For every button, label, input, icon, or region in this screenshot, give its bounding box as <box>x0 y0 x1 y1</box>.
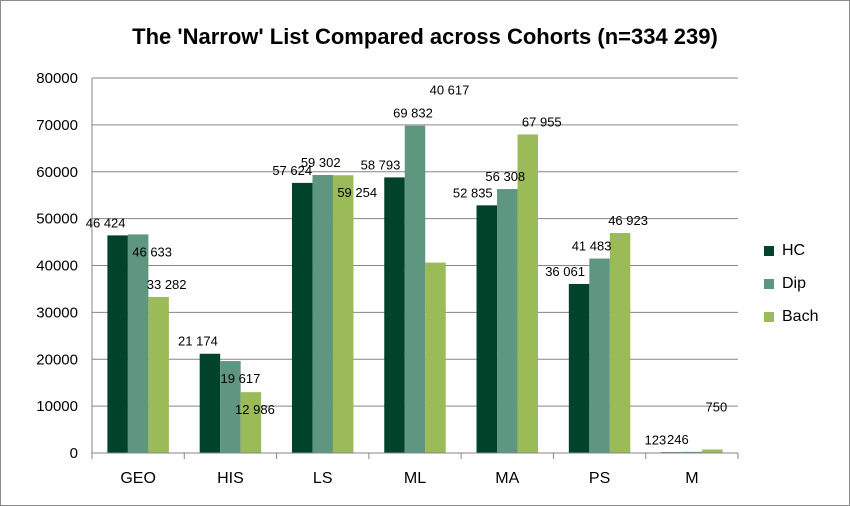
data-label-hc-ml: 58 793 <box>361 157 401 172</box>
data-label-bach-ps: 46 923 <box>608 213 648 228</box>
chart-title: The 'Narrow' List Compared across Cohort… <box>132 24 718 49</box>
data-label-dip-ps: 41 483 <box>572 239 612 254</box>
legend-label-bach: Bach <box>782 307 819 325</box>
axes <box>91 78 739 459</box>
y-axis-ticks: 0 10000 20000 30000 40000 50000 60000 70000 8000… <box>36 70 78 462</box>
x-category-label: MA <box>495 470 519 487</box>
y-tick-label: 20000 <box>36 351 78 368</box>
bar-bach-ml <box>425 262 446 453</box>
x-category-label: GEO <box>120 470 156 487</box>
bar-bach-ls <box>332 175 354 453</box>
data-label-bach-geo: 33 282 <box>147 277 187 292</box>
bar-bach-ma <box>517 134 539 453</box>
data-label-hc-ps: 36 061 <box>545 264 585 279</box>
legend-item-dip: Dip <box>764 267 818 300</box>
bar-bach-m <box>702 449 723 453</box>
bar-hc-geo <box>107 235 128 453</box>
y-tick-label: 70000 <box>36 117 78 134</box>
bar-dip-ma <box>497 189 518 453</box>
legend: HC Dip Bach <box>764 234 818 333</box>
y-tick-label: 50000 <box>36 211 78 228</box>
bar-bach-geo <box>148 296 169 453</box>
data-label-bach-ma: 67 955 <box>522 114 562 129</box>
legend-item-hc: HC <box>764 234 818 267</box>
data-label-dip-geo: 46 633 <box>132 244 172 259</box>
data-label-dip-ma: 56 308 <box>485 169 525 184</box>
legend-swatch-hc <box>764 245 774 256</box>
legend-swatch-dip <box>764 278 774 289</box>
data-label-bach-his: 12 986 <box>235 402 275 417</box>
bar-bach-his <box>240 392 262 453</box>
bar-bach-ps <box>609 233 631 453</box>
bar-hc-ma <box>476 205 498 453</box>
data-label-hc-ls: 57 624 <box>272 163 312 178</box>
x-category-label: ML <box>404 470 426 487</box>
bar-dip-m <box>681 451 703 453</box>
x-category-label: M <box>685 470 698 487</box>
y-tick-label: 60000 <box>36 164 78 181</box>
bar-hc-his <box>199 353 221 453</box>
bar-hc-ml <box>384 177 405 453</box>
bar-dip-geo <box>127 234 149 453</box>
data-labels: 46 424 21 174 57 624 58 793 52 835 36 061 123 4… <box>86 83 727 448</box>
bars <box>107 125 723 453</box>
y-tick-label: 10000 <box>36 398 78 415</box>
bar-dip-ml <box>404 125 426 453</box>
bar-hc-ps <box>568 283 590 453</box>
y-tick-label: 30000 <box>36 304 78 321</box>
y-tick-label: 0 <box>70 445 78 462</box>
legend-swatch-bach <box>764 311 774 322</box>
x-category-label: HIS <box>217 470 244 487</box>
legend-item-bach: Bach <box>764 300 818 333</box>
x-axis-categories: GEO HIS LS ML MA PS M <box>120 470 698 487</box>
legend-label-dip: Dip <box>782 274 807 292</box>
data-label-hc-geo: 46 424 <box>86 215 126 230</box>
data-label-bach-ml: 40 617 <box>430 83 470 98</box>
data-label-hc-m: 123 <box>645 432 667 447</box>
y-tick-label: 80000 <box>36 70 78 87</box>
data-label-dip-ml: 69 832 <box>393 106 433 121</box>
data-label-hc-ma: 52 835 <box>453 185 493 200</box>
data-label-dip-m: 246 <box>667 432 689 447</box>
y-tick-label: 40000 <box>36 258 78 275</box>
data-label-bach-m: 750 <box>706 399 728 414</box>
data-label-dip-his: 19 617 <box>221 371 261 386</box>
legend-label-hc: HC <box>782 241 806 259</box>
data-label-bach-ls: 59 254 <box>337 185 377 200</box>
x-category-label: LS <box>313 470 333 487</box>
data-label-hc-his: 21 174 <box>178 334 218 349</box>
bar-hc-ls <box>291 182 313 453</box>
data-label-dip-ls: 59 302 <box>301 155 341 170</box>
bar-dip-ps <box>589 258 610 453</box>
x-category-label: PS <box>589 470 610 487</box>
bar-dip-his <box>220 361 241 453</box>
bar-dip-ls <box>312 175 333 453</box>
